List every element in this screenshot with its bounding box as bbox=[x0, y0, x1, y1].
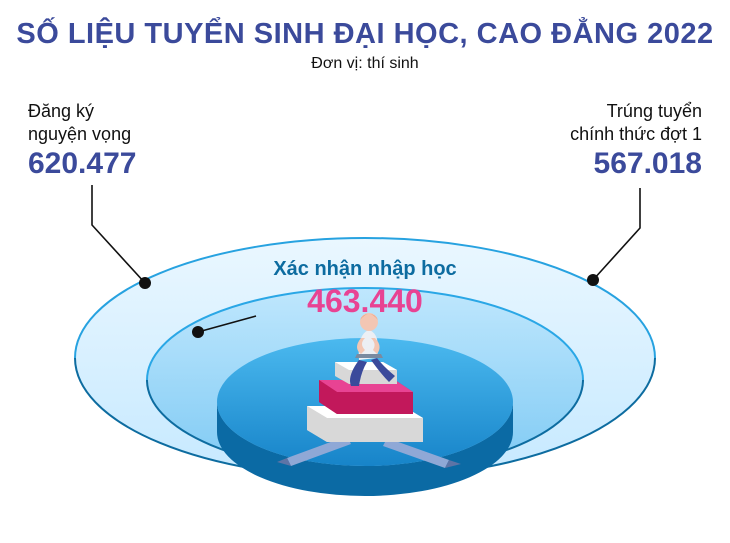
stat-center: Xác nhận nhập học 463.440 bbox=[235, 258, 495, 320]
stat-center-value: 463.440 bbox=[235, 283, 495, 320]
stat-center-label: Xác nhận nhập học bbox=[235, 258, 495, 281]
